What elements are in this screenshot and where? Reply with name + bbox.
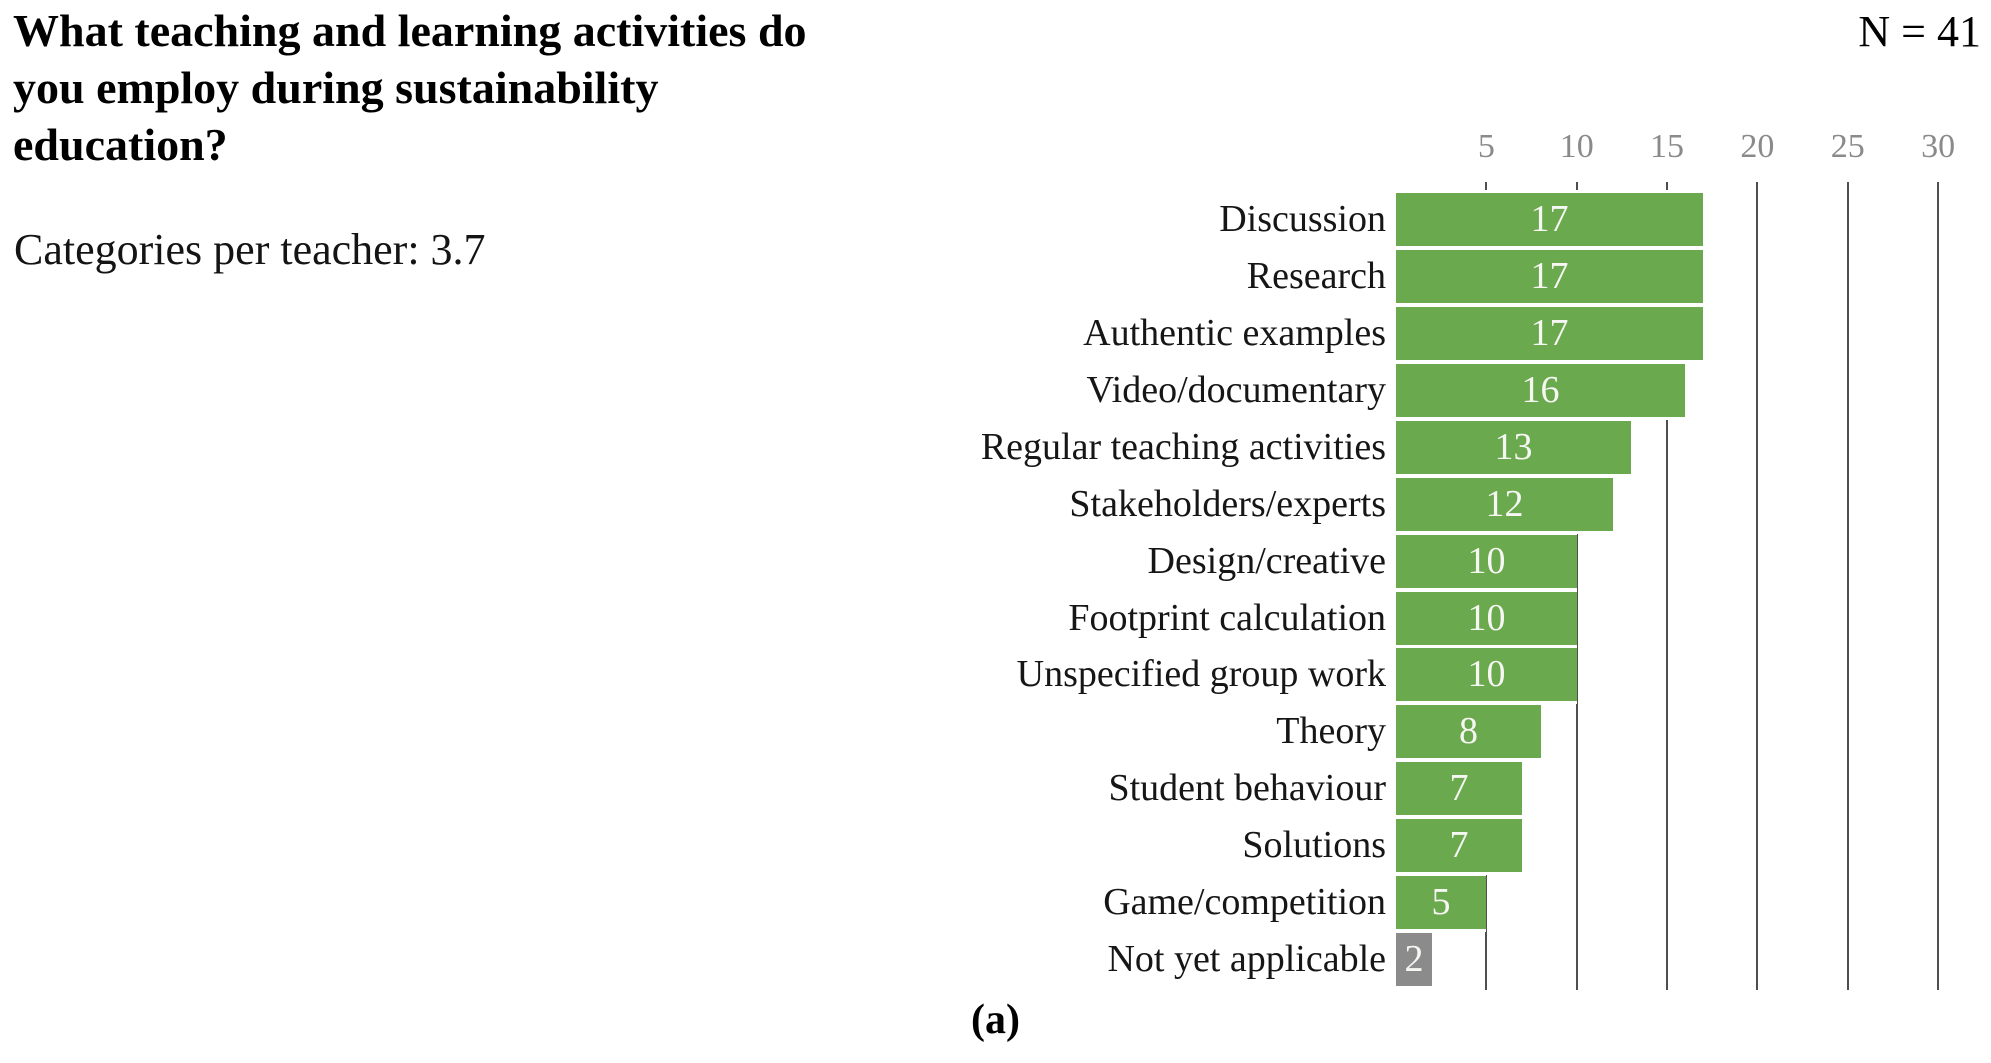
bar: 17: [1396, 306, 1703, 360]
category-label: Solutions: [1242, 824, 1386, 867]
bar: 10: [1396, 591, 1577, 645]
sample-size-label: N = 41: [1858, 7, 1981, 56]
category-label: Game/competition: [1103, 881, 1386, 924]
bar-value-label: 2: [1404, 938, 1424, 981]
category-label: Not yet applicable: [1107, 938, 1386, 981]
bar-value-label: 17: [1530, 198, 1569, 240]
x-axis-tick-label: 15: [1650, 128, 1685, 165]
bar: 12: [1396, 477, 1613, 531]
category-label: Discussion: [1219, 198, 1386, 240]
bar-value-label: 8: [1459, 710, 1478, 753]
category-label: Stakeholders/experts: [1069, 482, 1386, 525]
category-label: Video/documentary: [1086, 368, 1386, 411]
bar-value-label: 5: [1431, 881, 1451, 924]
axis-gridline: [1666, 182, 1669, 990]
category-label: Student behaviour: [1108, 767, 1386, 810]
bar-value-label: 13: [1494, 425, 1533, 468]
figure-title-line-1: What teaching and learning activities do: [13, 5, 807, 56]
category-label: Regular teaching activities: [980, 425, 1386, 468]
bar: 17: [1396, 249, 1703, 303]
bar: 5: [1396, 876, 1486, 930]
bar: 7: [1396, 819, 1522, 873]
figure-caption: (a): [971, 997, 1020, 1043]
bar-value-label: 7: [1449, 824, 1469, 867]
category-label: Design/creative: [1147, 539, 1386, 582]
bar: 8: [1396, 705, 1541, 759]
bar-value-label: 17: [1530, 254, 1569, 297]
category-label: Research: [1246, 254, 1386, 297]
bar: 10: [1396, 534, 1577, 588]
bar-value-label: 10: [1467, 653, 1506, 696]
x-axis-tick-label: 30: [1921, 128, 1956, 165]
bar-value-label: 7: [1449, 767, 1469, 810]
x-axis-tick-label: 5: [1477, 128, 1495, 165]
x-axis-tick-label: 10: [1559, 128, 1594, 165]
bar: 2: [1396, 933, 1432, 987]
bar-value-label: 10: [1467, 596, 1506, 639]
bar-value-label: 17: [1530, 311, 1569, 354]
bar-value-label: 10: [1467, 539, 1506, 582]
axis-gridline: [1756, 182, 1759, 990]
category-label: Theory: [1276, 710, 1386, 753]
x-axis-tick-label: 20: [1740, 128, 1775, 165]
figure-title-line-2: you employ during sustainability: [13, 62, 659, 113]
bar: 16: [1396, 363, 1685, 417]
bar-value-label: 12: [1485, 482, 1524, 525]
figure-subtitle: Categories per teacher: 3.7: [14, 225, 486, 274]
bar: 10: [1396, 648, 1577, 702]
axis-gridline: [1937, 182, 1940, 990]
category-label: Footprint calculation: [1068, 596, 1386, 639]
bar-value-label: 16: [1521, 368, 1560, 411]
bar: 13: [1396, 420, 1631, 474]
axis-gridline: [1846, 182, 1849, 990]
category-label: Authentic examples: [1083, 311, 1386, 354]
x-axis-tick-label: 25: [1830, 128, 1865, 165]
bar: 17: [1396, 193, 1703, 246]
category-label: Unspecified group work: [1016, 653, 1386, 696]
figure-title-line-3: education?: [13, 119, 228, 170]
figure-title: What teaching and learning activities do…: [13, 2, 953, 173]
bar: 7: [1396, 762, 1522, 816]
